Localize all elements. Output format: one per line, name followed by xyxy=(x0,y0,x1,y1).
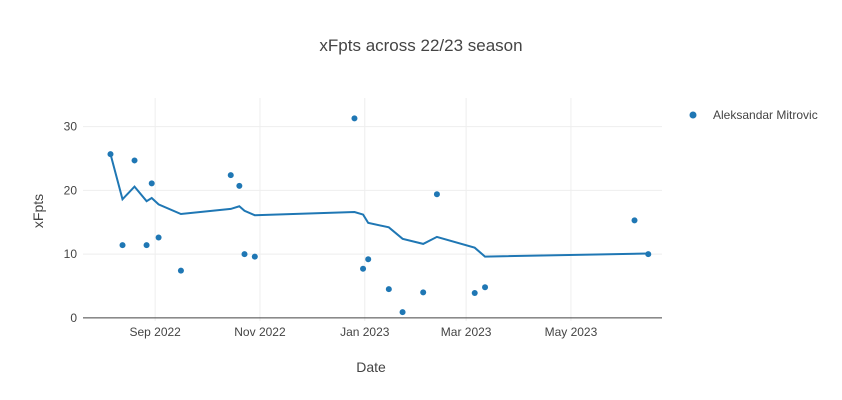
plot-area xyxy=(107,115,652,316)
data-point[interactable] xyxy=(155,234,162,241)
data-point[interactable] xyxy=(251,253,258,260)
data-point[interactable] xyxy=(143,242,150,249)
data-point[interactable] xyxy=(399,309,406,316)
data-point[interactable] xyxy=(227,172,234,179)
trend-line xyxy=(109,153,649,258)
data-point[interactable] xyxy=(177,267,184,274)
data-point[interactable] xyxy=(471,289,478,296)
data-point[interactable] xyxy=(420,289,427,296)
y-tick-label: 0 xyxy=(70,311,77,325)
y-tick-label: 10 xyxy=(64,247,78,261)
data-point[interactable] xyxy=(241,251,248,258)
data-point[interactable] xyxy=(433,191,440,198)
x-tick-label: Mar 2023 xyxy=(441,325,492,339)
x-axis-title: Date xyxy=(356,359,386,375)
data-point[interactable] xyxy=(631,217,638,224)
y-tick-label: 20 xyxy=(64,183,78,197)
y-axis-title: xFpts xyxy=(30,194,46,228)
data-point[interactable] xyxy=(148,180,155,187)
data-point[interactable] xyxy=(360,265,367,272)
x-tick-label: Jan 2023 xyxy=(340,325,390,339)
legend-label: Aleksandar Mitrovic xyxy=(713,108,818,122)
data-point[interactable] xyxy=(107,151,114,158)
data-point[interactable] xyxy=(351,115,358,122)
data-point[interactable] xyxy=(365,256,372,263)
x-tick-label: May 2023 xyxy=(545,325,598,339)
legend[interactable]: Aleksandar Mitrovic xyxy=(689,108,818,122)
data-point[interactable] xyxy=(482,284,489,291)
legend-marker xyxy=(689,111,697,119)
data-point[interactable] xyxy=(236,182,243,189)
data-point[interactable] xyxy=(385,286,392,293)
x-tick-label: Sep 2022 xyxy=(129,325,181,339)
x-tick-label: Nov 2022 xyxy=(234,325,286,339)
y-tick-label: 30 xyxy=(64,120,78,134)
tick-labels: 0 10 20 30 Sep 2022 Nov 2022 Jan 2023 Mar 2023 M… xyxy=(64,120,598,339)
data-point[interactable] xyxy=(119,242,126,249)
data-point[interactable] xyxy=(131,157,138,164)
chart-title: xFpts across 22/23 season xyxy=(319,36,522,55)
